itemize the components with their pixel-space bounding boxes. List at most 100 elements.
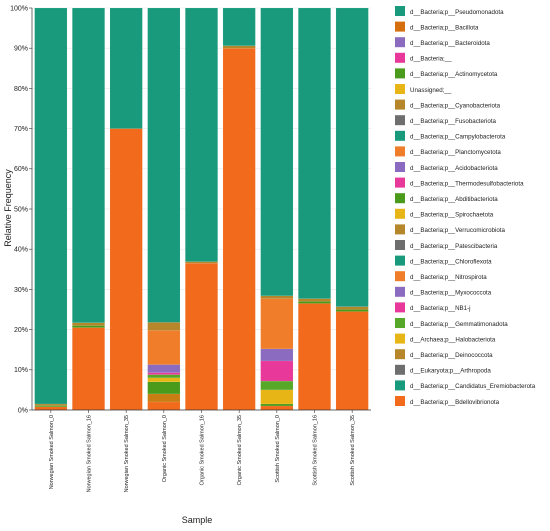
bar-segment (147, 372, 181, 375)
legend-swatch (395, 146, 405, 157)
legend-label: d__Bacteria;p__Chloroflexota (410, 258, 492, 265)
legend-swatch (395, 286, 405, 297)
y-tick-label: 0% (18, 407, 28, 414)
bar-segment (260, 405, 294, 411)
x-tick-label: Scottish Smoked Salmon_0 (275, 415, 281, 483)
bar-segment (335, 309, 369, 312)
legend-label: d__Bacteria;p__Bacillota (410, 24, 479, 31)
y-tick-label: 50% (14, 206, 28, 213)
bar-segment (298, 303, 331, 411)
y-tick-label: 100% (10, 5, 28, 12)
bar-segment (34, 406, 68, 411)
legend: d__Bacteria;p__Pseudomonadota d__Bacteria… (395, 6, 536, 406)
legend-label: d__Archaea;p__Halobacteriota (410, 336, 496, 343)
legend-swatch (395, 208, 405, 219)
legend-label: d__Bacteria;p__Thermodesulfobacteriota (410, 180, 524, 187)
bar-segment (222, 45, 256, 49)
legend-label: d__Bacteria;p__Bacteroidota (410, 40, 490, 47)
bar-segment (260, 7, 294, 296)
legend-swatch (395, 68, 405, 79)
legend-label: d__Bacteria;p__Verrucomicrobiota (410, 227, 505, 234)
legend-label: d__Bacteria;p__Deinococcota (410, 352, 493, 359)
bar-segment (260, 360, 294, 382)
bar-segment (260, 403, 294, 407)
bar-segment (109, 128, 143, 411)
y-axis-title: Relative Frequency (3, 169, 13, 247)
bar-segment (335, 306, 369, 310)
y-tick-label: 20% (14, 327, 28, 334)
legend-swatch (395, 318, 405, 328)
legend-label: d__Bacteria;p__Abditibacteriota (410, 196, 498, 203)
bar-segment (185, 261, 218, 264)
bar-segment (222, 7, 256, 46)
bar-segment (298, 301, 331, 304)
bar-segment (147, 393, 181, 403)
x-tick-label: Organic Smoked Salmon_35 (237, 415, 243, 485)
bar-segment (260, 389, 294, 405)
legend-label: d__Bacteria;p__Gemmatimonadota (410, 321, 508, 328)
y-tick-label: 40% (14, 247, 28, 254)
legend-label: d__Bacteria;p__NB1-j (410, 305, 471, 312)
legend-swatch (395, 396, 405, 406)
bar-segment (260, 348, 294, 362)
bar-segment (335, 311, 369, 411)
legend-label: d__Bacteria;p__Spirochaetota (410, 212, 494, 219)
legend-label: d__Bacteria;p__Nitrospirota (410, 274, 487, 281)
legend-swatch (395, 37, 405, 48)
bar-segment (72, 322, 105, 326)
legend-swatch (395, 193, 405, 204)
legend-label: d__Bacteria;__ (410, 56, 452, 63)
legend-swatch (395, 364, 405, 375)
y-tick-label: 60% (14, 166, 28, 173)
bar-segment (34, 403, 68, 406)
legend-label: d__Bacteria;p__Actinomycetota (410, 71, 498, 78)
bar-segment (72, 7, 105, 323)
y-tick-label: 80% (14, 86, 28, 93)
legend-swatch (395, 52, 405, 63)
x-tick-label: Organic Smoked Salmon_16 (200, 415, 206, 485)
legend-label: d__Bacteria;p__Candidatus_Eremiobacterot… (410, 383, 536, 390)
legend-swatch (395, 255, 405, 266)
legend-label: d__Bacteria;p__Myxococcota (410, 290, 492, 297)
legend-label: d__Eukaryota;p__Arthropoda (410, 368, 491, 375)
bar-segment (34, 7, 68, 405)
y-tick-label: 30% (14, 287, 28, 294)
legend-label: d__Bacteria;p__Pseudomonadota (410, 9, 504, 16)
legend-label: d__Bacteria;p__Bdellovibrionota (410, 399, 500, 406)
legend-label: d__Bacteria;p__Fusobacteriota (410, 118, 497, 125)
legend-swatch (395, 6, 405, 16)
x-tick-label: Organic Smoked Salmon_0 (162, 415, 168, 482)
bar-segment (185, 7, 218, 262)
legend-label: d__Bacteria;p__Campylobacterota (410, 134, 506, 141)
x-axis-title: Sample (182, 515, 213, 525)
bar-segment (147, 330, 181, 365)
x-tick-label: Norwegian Smoked Salmon_35 (124, 415, 130, 492)
legend-swatch (395, 240, 405, 250)
x-tick-label: Scottish Smoked Salmon_16 (313, 415, 319, 486)
legend-swatch (395, 333, 405, 344)
legend-swatch (395, 271, 405, 282)
axes: 0% 10% 20% 30% 40% 50% 60% 70% 80% 90% 100% (10, 5, 371, 414)
legend-swatch (395, 380, 405, 391)
bar-segment (298, 7, 331, 299)
bar-segment (34, 405, 68, 407)
bar-segment (147, 322, 181, 331)
x-tick-label: Norwegian Smoked Salmon_0 (49, 415, 55, 489)
bar-segment (147, 377, 181, 383)
bar-segment (72, 327, 105, 411)
bar-segment (147, 381, 181, 395)
legend-swatch (395, 349, 405, 360)
bar-segment (260, 295, 294, 299)
legend-swatch (395, 84, 405, 94)
bar-segment (260, 298, 294, 350)
x-tick-label: Scottish Smoked Salmon_35 (350, 415, 356, 486)
legend-label: d__Bacteria;p__Planctomycetota (410, 149, 501, 156)
y-tick-label: 70% (14, 126, 28, 133)
legend-swatch (395, 224, 405, 235)
bar-segment (147, 401, 181, 411)
bar-segment (147, 364, 181, 373)
bar-segment (260, 380, 294, 391)
legend-label: d__Bacteria;p__Acidobacteriota (410, 165, 498, 172)
legend-swatch (395, 115, 405, 126)
